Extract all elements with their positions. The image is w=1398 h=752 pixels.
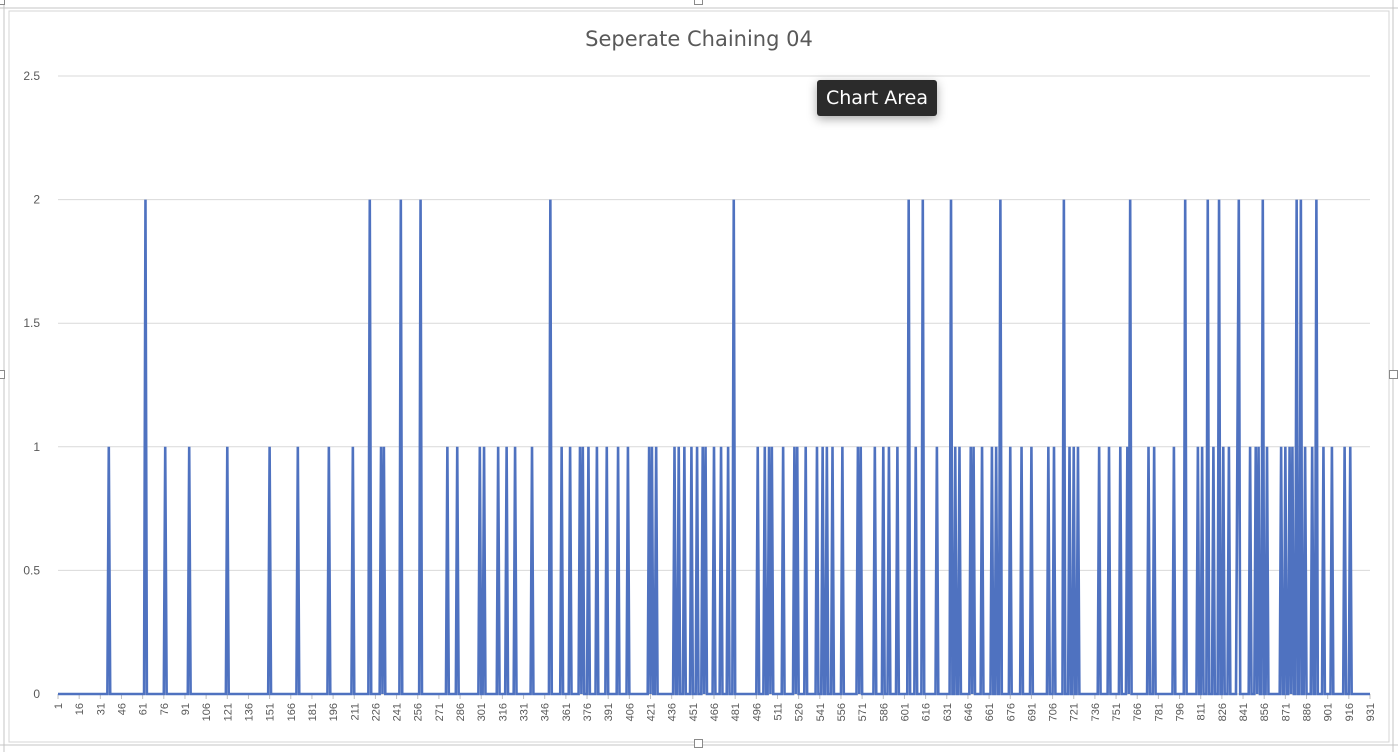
x-tick-label: 751 <box>1111 703 1123 721</box>
x-tick-label: 541 <box>815 703 827 721</box>
x-tick-label: 766 <box>1132 703 1144 721</box>
resize-handle-right[interactable] <box>1389 370 1398 379</box>
x-tick-label: 301 <box>476 703 488 721</box>
x-tick-label: 856 <box>1259 703 1271 721</box>
x-tick-label: 46 <box>116 703 128 715</box>
x-tick-label: 256 <box>413 703 425 721</box>
x-tick-label: 781 <box>1153 703 1165 721</box>
x-tick-label: 406 <box>624 703 636 721</box>
x-tick-label: 466 <box>709 703 721 721</box>
x-tick-label: 631 <box>942 703 954 721</box>
x-tick-label: 286 <box>455 703 467 721</box>
x-tick-label: 916 <box>1344 703 1356 721</box>
x-tick-label: 556 <box>836 703 848 721</box>
x-tick-label: 871 <box>1280 703 1292 721</box>
x-tick-label: 451 <box>688 703 700 721</box>
resize-handle-bottom[interactable] <box>694 739 703 748</box>
x-tick-label: 361 <box>561 703 573 721</box>
x-tick-label: 496 <box>751 703 763 721</box>
x-axis-labels: 1 16 31 46 61 76 91 106 121 136 151 166 181 196 211 226… <box>53 703 1377 721</box>
x-tick-label: 346 <box>540 703 552 721</box>
y-tick-label: 1 <box>33 440 40 454</box>
x-tick-label: 736 <box>1090 703 1102 721</box>
x-tick-label: 511 <box>772 703 784 721</box>
x-tick-label: 121 <box>222 703 234 721</box>
x-tick-label: 811 <box>1196 703 1208 721</box>
x-tick-label: 166 <box>286 703 298 721</box>
x-tick-label: 16 <box>74 703 86 715</box>
x-tick-label: 271 <box>434 703 446 721</box>
x-tick-label: 31 <box>95 703 107 715</box>
y-tick-label: 2 <box>33 193 40 207</box>
x-tick-label: 886 <box>1302 703 1314 721</box>
x-tick-label: 931 <box>1365 703 1377 721</box>
x-tick-label: 901 <box>1323 703 1335 721</box>
x-tick-label: 481 <box>730 703 742 721</box>
y-tick-label: 0 <box>33 687 40 701</box>
x-tick-label: 316 <box>497 703 509 721</box>
x-tick-label: 226 <box>370 703 382 721</box>
x-tick-label: 616 <box>921 703 933 721</box>
x-tick-label: 601 <box>899 703 911 721</box>
x-tick-label: 721 <box>1069 703 1081 721</box>
x-tick-label: 571 <box>857 703 869 721</box>
resize-handle-top[interactable] <box>694 0 703 5</box>
x-tick-label: 796 <box>1175 703 1187 721</box>
x-tick-label: 196 <box>328 703 340 721</box>
x-tick-label: 826 <box>1217 703 1229 721</box>
x-tick-label: 646 <box>963 703 975 721</box>
x-tick-label: 136 <box>243 703 255 721</box>
x-tick-label: 391 <box>603 703 615 721</box>
x-tick-label: 841 <box>1238 703 1250 721</box>
chart-area-tooltip: Chart Area <box>817 80 937 116</box>
x-tick-label: 91 <box>180 703 192 715</box>
x-tick-label: 706 <box>1048 703 1060 721</box>
chart-title: Seperate Chaining 04 <box>585 27 813 51</box>
x-tick-label: 331 <box>519 703 531 721</box>
x-tick-label: 61 <box>138 703 150 715</box>
x-tick-label: 211 <box>349 703 361 721</box>
x-tick-label: 151 <box>265 703 277 721</box>
resize-handle-left[interactable] <box>0 370 5 379</box>
resize-handle-top-left[interactable] <box>0 0 5 5</box>
series-1[interactable] <box>58 199 1370 696</box>
y-axis-labels: 0 0.5 1 1.5 2 2.5 <box>23 69 40 701</box>
x-tick-label: 106 <box>201 703 213 721</box>
x-tick-label: 436 <box>667 703 679 721</box>
x-tick-label: 376 <box>582 703 594 721</box>
x-tick-label: 241 <box>392 703 404 721</box>
y-tick-label: 0.5 <box>23 563 40 577</box>
x-tick-label: 586 <box>878 703 890 721</box>
x-tick-label: 181 <box>307 703 319 721</box>
x-tick-label: 421 <box>646 703 658 721</box>
x-tick-label: 676 <box>1005 703 1017 721</box>
x-tick-label: 76 <box>159 703 171 715</box>
x-tick-label: 526 <box>794 703 806 721</box>
series-line <box>58 199 1370 696</box>
y-tick-label: 2.5 <box>23 69 40 83</box>
y-tick-label: 1.5 <box>23 316 40 330</box>
x-tick-label: 661 <box>984 703 996 721</box>
x-tick-label: 1 <box>53 703 65 709</box>
x-tick-label: 691 <box>1026 703 1038 721</box>
